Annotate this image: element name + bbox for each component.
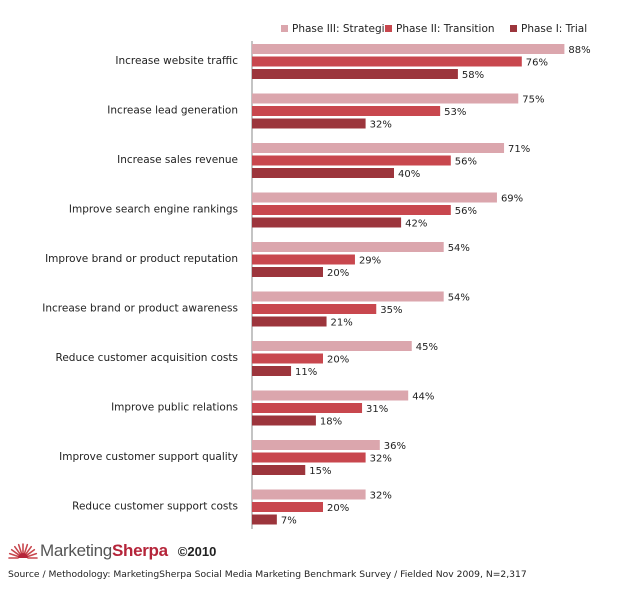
- value-label: 76%: [526, 58, 548, 69]
- sunburst-ray: [23, 543, 29, 555]
- value-label: 42%: [405, 219, 427, 230]
- bar: [252, 205, 451, 215]
- value-label: 21%: [331, 318, 353, 329]
- bar: [252, 366, 292, 376]
- value-label: 18%: [320, 417, 342, 428]
- bar: [252, 155, 451, 166]
- sunburst-ray: [26, 548, 36, 556]
- category-label: Improve search engine rankings: [69, 204, 238, 216]
- bar: [252, 489, 366, 500]
- value-label: 7%: [281, 516, 297, 527]
- value-label: 88%: [568, 45, 590, 56]
- value-label: 20%: [327, 268, 349, 279]
- sunburst-ray: [17, 543, 23, 555]
- source-note: Source / Methodology: MarketingSherpa So…: [8, 569, 527, 580]
- bar: [252, 304, 377, 314]
- bar: [252, 254, 355, 265]
- bar: [252, 56, 522, 67]
- bar: [252, 452, 366, 463]
- sunburst-ray: [13, 545, 21, 555]
- value-label: 40%: [398, 169, 420, 180]
- value-label: 56%: [455, 206, 477, 217]
- category-label: Improve public relations: [111, 402, 238, 414]
- value-label: 20%: [327, 503, 349, 514]
- category-label: Reduce customer support costs: [72, 501, 238, 513]
- value-label: 58%: [462, 70, 484, 81]
- legend-label: Phase III: Strategic: [292, 23, 391, 35]
- footer: MarketingSherpa ©2010 Source / Methodolo…: [8, 535, 618, 580]
- bar: [252, 93, 519, 104]
- value-label: 54%: [448, 243, 470, 254]
- category-label: Improve customer support quality: [59, 451, 238, 463]
- value-label: 32%: [370, 120, 392, 131]
- legend-label: Phase I: Trial: [521, 23, 587, 35]
- category-label: Increase brand or product awareness: [42, 303, 238, 315]
- logo-row: MarketingSherpa ©2010: [8, 535, 618, 567]
- bar: [252, 192, 497, 203]
- bar: [252, 403, 363, 413]
- value-label: 44%: [412, 392, 434, 403]
- value-label: 29%: [359, 256, 381, 267]
- category-label: Increase lead generation: [107, 105, 238, 117]
- value-label: 71%: [508, 144, 530, 155]
- bar: [252, 514, 277, 525]
- brand-suffix: Sherpa: [111, 541, 168, 560]
- legend-swatch: [510, 25, 517, 32]
- bar: [252, 353, 323, 364]
- bar: [252, 341, 412, 351]
- value-label: 11%: [295, 367, 317, 378]
- value-label: 56%: [455, 157, 477, 168]
- bar: [252, 502, 323, 512]
- sunburst-ray: [25, 545, 33, 555]
- sunburst-ray: [10, 548, 20, 556]
- category-label: Reduce customer acquisition costs: [56, 352, 239, 364]
- bar: [252, 267, 323, 277]
- legend-swatch: [385, 25, 392, 32]
- value-label: 31%: [366, 404, 388, 415]
- bar: [252, 143, 505, 153]
- sunburst-ray: [26, 552, 38, 558]
- copyright: ©2010: [177, 543, 217, 559]
- bar: [252, 242, 444, 252]
- brand-prefix: Marketing: [40, 541, 112, 560]
- value-label: 35%: [380, 305, 402, 316]
- bar: [252, 217, 402, 228]
- bar: [252, 106, 441, 116]
- legend: Phase III: Strategic Phase II: Transition…: [281, 23, 587, 35]
- bar: [252, 415, 316, 426]
- bar: [252, 291, 444, 302]
- bar: [252, 316, 327, 327]
- bar-chart: Phase III: Strategic Phase II: Transition…: [42, 23, 591, 529]
- bar: [252, 69, 458, 79]
- value-label: 53%: [444, 107, 466, 118]
- bar: [252, 390, 409, 401]
- value-labels: 88% 76% 58% 75% 53% 32% 71% 56% 40% 69% 56% 42% 54% 2…: [281, 45, 591, 527]
- value-label: 32%: [370, 454, 392, 465]
- brand-logo: MarketingSherpa: [40, 541, 168, 561]
- category-label: Improve brand or product reputation: [45, 253, 238, 265]
- category-label: Increase sales revenue: [117, 154, 238, 166]
- sunburst-ray: [8, 552, 20, 558]
- bars: [252, 44, 565, 525]
- category-labels: Increase website traffic Increase lead ge…: [42, 55, 238, 513]
- bar: [252, 118, 366, 129]
- value-label: 75%: [522, 95, 544, 106]
- legend-label: Phase II: Transition: [396, 23, 495, 35]
- value-label: 45%: [416, 342, 438, 353]
- sunburst-logo-icon: [8, 543, 38, 559]
- value-label: 36%: [384, 441, 406, 452]
- sunburst-core: [18, 553, 28, 558]
- bar: [252, 440, 380, 450]
- legend-swatch: [281, 25, 288, 32]
- bar: [252, 168, 394, 178]
- bar: [252, 44, 565, 54]
- bar: [252, 465, 306, 475]
- value-label: 54%: [448, 293, 470, 304]
- value-label: 20%: [327, 355, 349, 366]
- value-label: 15%: [309, 466, 331, 477]
- value-label: 32%: [370, 491, 392, 502]
- category-label: Increase website traffic: [115, 55, 238, 67]
- value-label: 69%: [501, 194, 523, 205]
